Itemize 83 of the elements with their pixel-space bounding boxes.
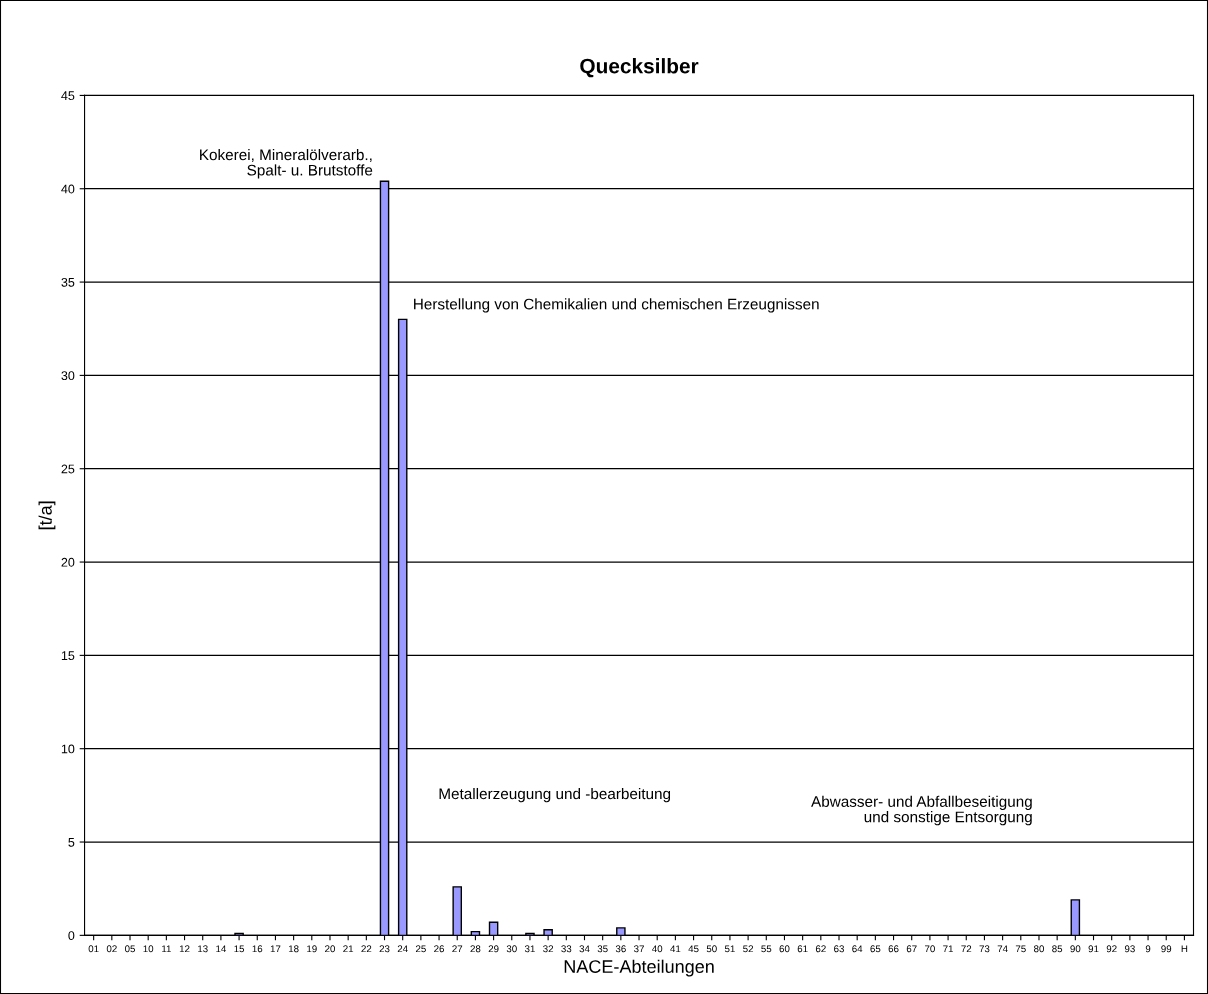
y-tick-label: 5	[68, 837, 75, 847]
x-tick-label: 11	[162, 945, 171, 953]
bar	[1070, 899, 1081, 936]
y-tick-label: 40	[61, 184, 75, 194]
x-tick-label: 32	[543, 945, 554, 953]
x-tick-label: 21	[343, 945, 354, 953]
x-tick-label: 61	[797, 945, 808, 953]
x-tick-label: 73	[979, 945, 990, 953]
x-tick-label: 30	[506, 945, 517, 953]
x-tick-label: 13	[198, 945, 208, 953]
x-tick-label: 16	[252, 945, 263, 953]
x-tick-label: 9	[1145, 945, 1151, 953]
x-tick-label: 65	[870, 945, 881, 953]
x-tick-label: 70	[924, 945, 935, 953]
x-tick-label: 74	[997, 945, 1008, 953]
x-tick-label: 24	[397, 945, 408, 953]
x-tick-label: 14	[216, 945, 227, 953]
bar	[543, 929, 553, 936]
x-tick-label: H	[1181, 945, 1188, 953]
chart-title: Quecksilber	[580, 58, 699, 78]
x-tick-label: 67	[906, 945, 917, 953]
x-tick-label: 36	[615, 945, 626, 953]
x-tick-label: 02	[106, 945, 117, 953]
x-tick-label: 71	[943, 945, 954, 953]
annotation: Herstellung von Chemikalien und chemischen Erzeugnissen	[414, 298, 819, 313]
x-tick-label: 01	[88, 945, 99, 953]
x-tick-label: 72	[961, 945, 972, 953]
y-tick-label: 30	[61, 371, 75, 381]
x-tick-label: 31	[524, 945, 535, 953]
x-tick-label: 55	[761, 945, 772, 953]
x-tick-label: 23	[379, 945, 390, 953]
x-tick-label: 40	[652, 945, 663, 953]
bar	[452, 886, 463, 936]
y-axis-title: [t/a]	[38, 501, 56, 530]
x-axis-title: NACE-Abteilungen	[564, 959, 714, 977]
x-tick-label: 90	[1070, 945, 1081, 953]
y-tick-label: 20	[61, 557, 75, 567]
y-tick-label: 35	[61, 277, 75, 287]
x-tick-label: 75	[1015, 945, 1026, 953]
x-tick-label: 35	[597, 945, 608, 953]
x-tick-label: 93	[1124, 945, 1135, 953]
x-tick-label: 91	[1088, 945, 1099, 953]
x-tick-label: 41	[670, 945, 681, 953]
y-tick-label: 0	[68, 931, 75, 941]
x-tick-label: 64	[852, 945, 863, 953]
x-tick-label: 18	[288, 945, 299, 953]
x-tick-label: 22	[361, 945, 372, 953]
x-tick-label: 85	[1052, 945, 1063, 953]
x-tick-label: 12	[179, 945, 190, 953]
x-tick-label: 45	[688, 945, 699, 953]
x-tick-label: 33	[561, 945, 572, 953]
x-tick-label: 05	[124, 945, 136, 953]
x-tick-label: 20	[325, 945, 336, 953]
y-tick-label: 15	[61, 651, 75, 661]
x-tick-label: 28	[470, 945, 481, 953]
x-tick-label: 52	[743, 945, 754, 953]
x-tick-label: 50	[706, 945, 717, 953]
x-tick-label: 29	[488, 945, 499, 953]
x-tick-label: 60	[779, 945, 790, 953]
x-tick-label: 17	[270, 945, 281, 953]
x-tick-label: 25	[415, 945, 426, 953]
bar	[616, 927, 626, 936]
y-tick-label: 10	[61, 744, 75, 754]
x-tick-label: 37	[634, 945, 644, 953]
x-tick-label: 99	[1161, 945, 1172, 953]
x-tick-label: 10	[143, 945, 154, 953]
x-tick-label: 63	[834, 945, 844, 953]
x-tick-label: 27	[452, 945, 463, 953]
x-tick-label: 51	[724, 945, 735, 953]
x-tick-label: 26	[434, 945, 445, 953]
x-tick-label: 92	[1106, 945, 1117, 953]
bar	[488, 921, 499, 936]
x-tick-label: 19	[307, 945, 317, 953]
x-tick-label: 80	[1033, 945, 1045, 953]
x-tick-label: 62	[815, 945, 826, 953]
y-tick-label: 25	[61, 464, 75, 474]
annotation: Abwasser- und Abfallbeseitigung und sonstige Entsorgung	[811, 795, 1032, 826]
annotation: Kokerei, Mineralölverarb., Spalt- u. Brutstoffe	[200, 148, 373, 179]
x-tick-label: 66	[888, 945, 899, 953]
x-tick-label: 34	[579, 945, 590, 953]
annotation: Metallerzeugung und -bearbeitung	[439, 787, 671, 803]
y-tick-label: 45	[61, 91, 75, 101]
x-tick-label: 15	[234, 945, 245, 953]
